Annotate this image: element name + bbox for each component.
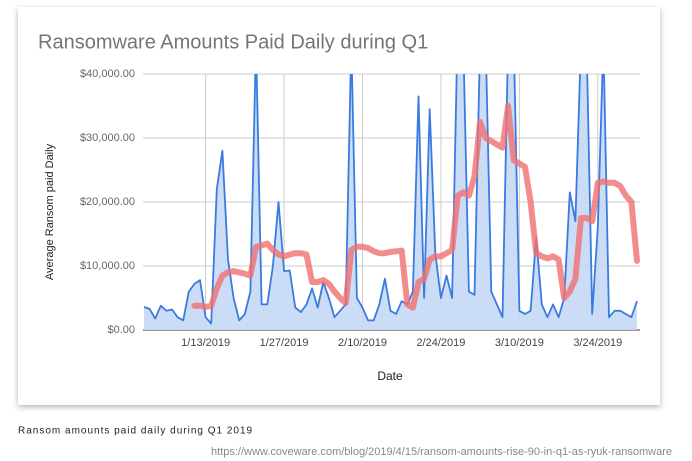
y-tick-label: $20,000.00 bbox=[80, 196, 135, 208]
caption: Ransom amounts paid daily during Q1 2019 bbox=[18, 426, 253, 437]
x-tick-label: 3/24/2019 bbox=[573, 337, 622, 349]
y-tick-label: $40,000.00 bbox=[80, 68, 135, 80]
x-tick-label: 3/10/2019 bbox=[495, 337, 544, 349]
y-tick-label: $10,000.00 bbox=[80, 260, 135, 272]
y-tick-label: $0.00 bbox=[107, 324, 135, 336]
y-tick-label: $30,000.00 bbox=[80, 132, 135, 144]
x-tick-label: 1/27/2019 bbox=[260, 337, 309, 349]
x-tick-label: 2/24/2019 bbox=[416, 337, 465, 349]
card bbox=[18, 7, 660, 405]
x-axis-label: Date bbox=[377, 369, 403, 383]
source-url: https://www.coveware.com/blog/2019/4/15/… bbox=[211, 446, 672, 458]
x-tick-label: 1/13/2019 bbox=[181, 337, 230, 349]
x-tick-label: 2/10/2019 bbox=[338, 337, 387, 349]
moving-average-line bbox=[191, 103, 640, 311]
line bbox=[143, 74, 638, 325]
y-axis-label: Average Ransom paid Daily bbox=[44, 143, 56, 280]
plot bbox=[143, 74, 640, 330]
chart-title: Ransomware Amounts Paid Daily during Q1 bbox=[38, 31, 428, 53]
